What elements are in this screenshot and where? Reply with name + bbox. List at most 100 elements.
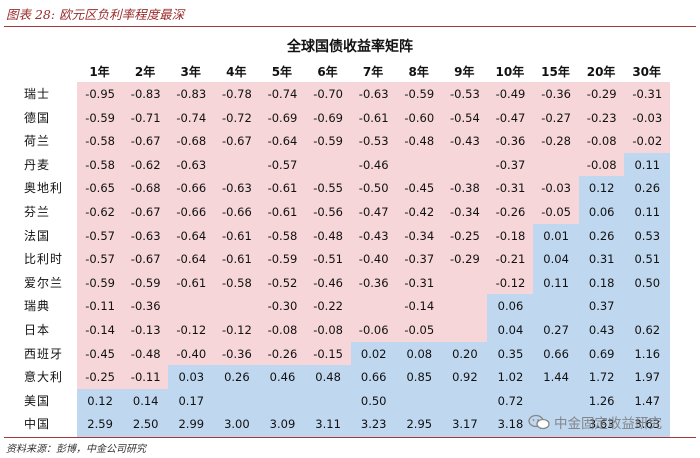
table-cell: -0.59 [396, 82, 443, 107]
table-cell [259, 388, 306, 413]
column-header: 6年 [317, 64, 338, 79]
table-cell: -0.57 [259, 152, 306, 177]
table-cell: -0.58 [77, 129, 124, 154]
table-cell: -0.61 [213, 223, 260, 248]
table-cell: -0.25 [77, 365, 124, 390]
table-cell [533, 152, 580, 177]
table-cell: -0.83 [168, 82, 215, 107]
table-cell: 0.92 [441, 365, 488, 390]
table-cell: 0.50 [624, 270, 671, 295]
table-cell: -0.58 [259, 223, 306, 248]
table-cell: 0.12 [77, 388, 124, 413]
table-cell: 0.11 [624, 152, 671, 177]
table-cell [441, 318, 488, 343]
table-cell: -0.11 [77, 294, 124, 319]
column-header: 20年 [586, 64, 616, 79]
table-cell: 0.26 [578, 223, 625, 248]
table-cell: -0.46 [305, 270, 352, 295]
chart-title: 全球国债收益率矩阵 [287, 39, 413, 55]
table-cell: -0.53 [441, 82, 488, 107]
row-label: 比利时 [24, 252, 64, 267]
table-cell: 0.11 [624, 200, 671, 225]
row-label: 奥地利 [24, 181, 64, 196]
table-cell: -0.40 [350, 247, 397, 272]
table-cell: -0.43 [441, 129, 488, 154]
bottom-rule [4, 437, 696, 438]
row-label: 日本 [24, 323, 51, 337]
table-cell: 3.11 [305, 412, 352, 437]
table-cell: -0.67 [122, 129, 169, 154]
table-cell: 0.17 [168, 388, 215, 413]
table-cell: 3.18 [487, 412, 534, 437]
table-cell: -0.29 [578, 82, 625, 107]
table-cell [441, 294, 488, 319]
row-label: 荷兰 [24, 134, 51, 149]
table-cell [396, 152, 443, 177]
table-cell: -0.34 [396, 223, 443, 248]
table-cell: 0.08 [396, 341, 443, 366]
table-cell: -0.36 [213, 341, 260, 366]
table-cell: -0.13 [122, 318, 169, 343]
table-cell: -0.59 [77, 105, 124, 130]
table-cell: -0.63 [168, 152, 215, 177]
table-cell: -0.65 [77, 176, 124, 201]
column-header: 4年 [226, 64, 247, 79]
table-cell [350, 294, 397, 319]
table-cell: -0.61 [350, 105, 397, 130]
table-cell: 0.26 [213, 365, 260, 390]
table-cell: -0.55 [305, 176, 352, 201]
table-cell: 0.43 [578, 318, 625, 343]
table-cell: -0.64 [168, 247, 215, 272]
table-cell: 0.04 [533, 247, 580, 272]
table-cell: -0.08 [259, 318, 306, 343]
table-cell: -0.63 [213, 176, 260, 201]
table-cell: -0.37 [396, 247, 443, 272]
table-cell: -0.67 [213, 129, 260, 154]
table-cell: -0.12 [487, 270, 534, 295]
table-cell: -0.37 [487, 152, 534, 177]
table-cell: 0.31 [578, 247, 625, 272]
row-label: 丹麦 [24, 157, 51, 172]
table-cell: 3.23 [350, 412, 397, 437]
table-cell: -0.45 [396, 176, 443, 201]
table-cell: 1.72 [578, 365, 625, 390]
table-cell: -0.18 [487, 223, 534, 248]
table-cell: 0.18 [578, 270, 625, 295]
table-cell [624, 294, 671, 319]
table-cell: -0.69 [305, 105, 352, 130]
table-cell: -0.58 [77, 152, 124, 177]
table-cell: -0.67 [122, 200, 169, 225]
table-cell: -0.14 [77, 318, 124, 343]
table-cell: 0.69 [578, 341, 625, 366]
row-label: 西班牙 [24, 346, 64, 361]
row-label: 爱尔兰 [24, 275, 64, 290]
table-cell [533, 388, 580, 413]
table-cell: -0.27 [533, 105, 580, 130]
table-cell: -0.62 [77, 200, 124, 225]
table-cell: -0.40 [168, 341, 215, 366]
table-cell: -0.74 [259, 82, 306, 107]
table-cell: -0.56 [305, 200, 352, 225]
table-cell: -0.66 [168, 176, 215, 201]
table-cell: -0.03 [624, 105, 671, 130]
table-cell: 3.00 [213, 412, 260, 437]
table-cell: -0.26 [487, 200, 534, 225]
table-cell: -0.43 [350, 223, 397, 248]
table-cell: 0.72 [487, 388, 534, 413]
table-cell: -0.58 [213, 270, 260, 295]
table-cell: -0.12 [168, 318, 215, 343]
table-cell: 0.27 [533, 318, 580, 343]
watermark: 中金固定收益研究 [528, 412, 662, 432]
table-cell: -0.66 [213, 200, 260, 225]
table-cell: -0.48 [305, 223, 352, 248]
row-label: 瑞士 [24, 87, 51, 101]
table-cell: -0.74 [168, 105, 215, 130]
row-label: 芬兰 [24, 205, 51, 219]
table-cell: -0.59 [77, 270, 124, 295]
table-cell: -0.36 [122, 294, 169, 319]
column-header: 10年 [495, 64, 525, 79]
table-cell: 0.46 [259, 365, 306, 390]
table-cell: -0.61 [259, 176, 306, 201]
table-cell: -0.36 [533, 82, 580, 107]
table-cell: -0.02 [624, 129, 671, 154]
